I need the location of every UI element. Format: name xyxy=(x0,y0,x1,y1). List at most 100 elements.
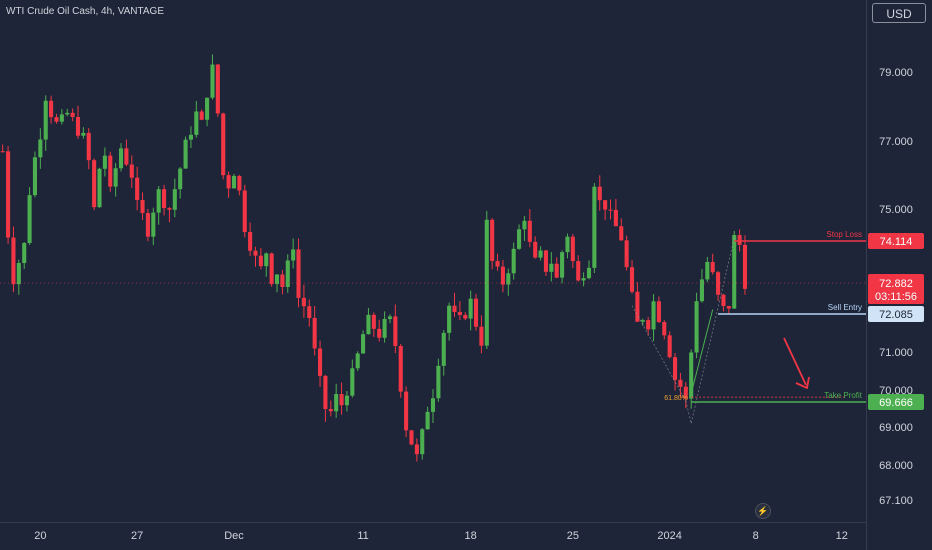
candle-body xyxy=(436,365,441,399)
candle-body xyxy=(344,395,349,406)
candle xyxy=(162,184,167,216)
candle xyxy=(511,242,516,280)
candle-body xyxy=(673,357,678,380)
candle xyxy=(237,174,242,196)
candle-body xyxy=(188,134,193,140)
candle-body xyxy=(608,209,613,211)
candle-body xyxy=(742,244,748,289)
candle xyxy=(382,311,387,343)
candle xyxy=(716,270,721,301)
candle xyxy=(32,151,38,198)
candle-body xyxy=(70,112,75,118)
candle-body xyxy=(145,213,150,237)
level-axis-label: 74.114 xyxy=(880,236,913,248)
flash-icon[interactable]: ⚡ xyxy=(755,503,771,519)
candle-body xyxy=(581,278,586,281)
candle xyxy=(393,304,398,354)
candle-body xyxy=(269,253,274,285)
candle xyxy=(387,314,393,324)
candle xyxy=(441,330,446,376)
candle-body xyxy=(361,334,366,354)
x-tick-label: 25 xyxy=(567,530,579,542)
candle xyxy=(199,109,204,121)
candle-body xyxy=(113,168,118,187)
candle xyxy=(689,349,694,409)
candle-body xyxy=(656,301,661,323)
level-label: Take Profit xyxy=(824,391,863,400)
candle xyxy=(339,382,344,415)
candle xyxy=(463,312,468,321)
candle-body xyxy=(490,219,495,261)
candle-body xyxy=(635,291,640,322)
candle-body xyxy=(441,332,446,366)
candle-body xyxy=(576,261,581,281)
candle xyxy=(586,260,592,280)
candle xyxy=(517,224,522,250)
x-tick-label: 18 xyxy=(465,530,477,542)
candle xyxy=(145,209,150,242)
candle-body xyxy=(404,391,409,431)
candle-body xyxy=(710,261,715,273)
candle-body xyxy=(473,298,479,327)
sell-arrow-head xyxy=(795,376,810,390)
currency-button[interactable]: USD xyxy=(872,3,926,23)
candle xyxy=(522,215,527,241)
candle xyxy=(651,294,656,341)
candle xyxy=(156,186,161,225)
candle xyxy=(447,302,452,341)
symbol-title[interactable]: WTI Crude Oil Cash, 4h, VANTAGE xyxy=(6,6,165,17)
candle xyxy=(334,383,339,418)
candle xyxy=(0,144,5,153)
candle xyxy=(49,95,54,124)
candle-body xyxy=(124,148,129,165)
candle-body xyxy=(237,175,242,191)
candle-body xyxy=(484,219,489,346)
candle-body xyxy=(205,97,210,120)
candle-body xyxy=(86,132,91,161)
candle-body xyxy=(570,236,575,262)
candle-body xyxy=(527,220,532,242)
candle xyxy=(732,231,737,309)
level-label: Stop Loss xyxy=(826,230,862,239)
candle xyxy=(673,352,678,391)
candle-body xyxy=(463,315,468,319)
candle xyxy=(242,184,247,238)
candle-body xyxy=(538,250,543,258)
candle-body xyxy=(430,398,436,412)
level-axis-tag xyxy=(868,306,924,322)
candle-body xyxy=(49,100,54,118)
current-price-tag xyxy=(868,274,924,304)
candle xyxy=(86,128,91,170)
y-tick-label: 75.000 xyxy=(879,204,913,216)
candle xyxy=(452,292,457,317)
candle xyxy=(667,331,672,359)
candle-body xyxy=(27,195,32,244)
level-axis-label: 72.085 xyxy=(879,309,913,321)
candle xyxy=(565,233,570,259)
candle xyxy=(742,235,748,295)
candle xyxy=(344,390,349,412)
candle xyxy=(608,199,613,220)
candle xyxy=(473,293,479,331)
candle-body xyxy=(108,155,113,187)
candle xyxy=(597,175,602,211)
candle xyxy=(301,284,306,318)
candle xyxy=(108,151,113,192)
candle-body xyxy=(151,212,156,237)
candle-body xyxy=(156,189,161,213)
candle-body xyxy=(651,301,656,330)
candle xyxy=(280,269,285,295)
candle-body xyxy=(592,186,597,268)
candle xyxy=(38,128,43,169)
candle xyxy=(151,207,156,246)
current-price-label: 72.882 xyxy=(879,278,913,290)
candle-body xyxy=(199,111,204,120)
candle-body xyxy=(339,394,344,406)
candle xyxy=(366,307,371,335)
candle-body xyxy=(511,248,516,274)
candle-body xyxy=(468,298,473,319)
candle xyxy=(699,269,704,303)
candle xyxy=(533,236,538,259)
candle xyxy=(570,233,575,269)
